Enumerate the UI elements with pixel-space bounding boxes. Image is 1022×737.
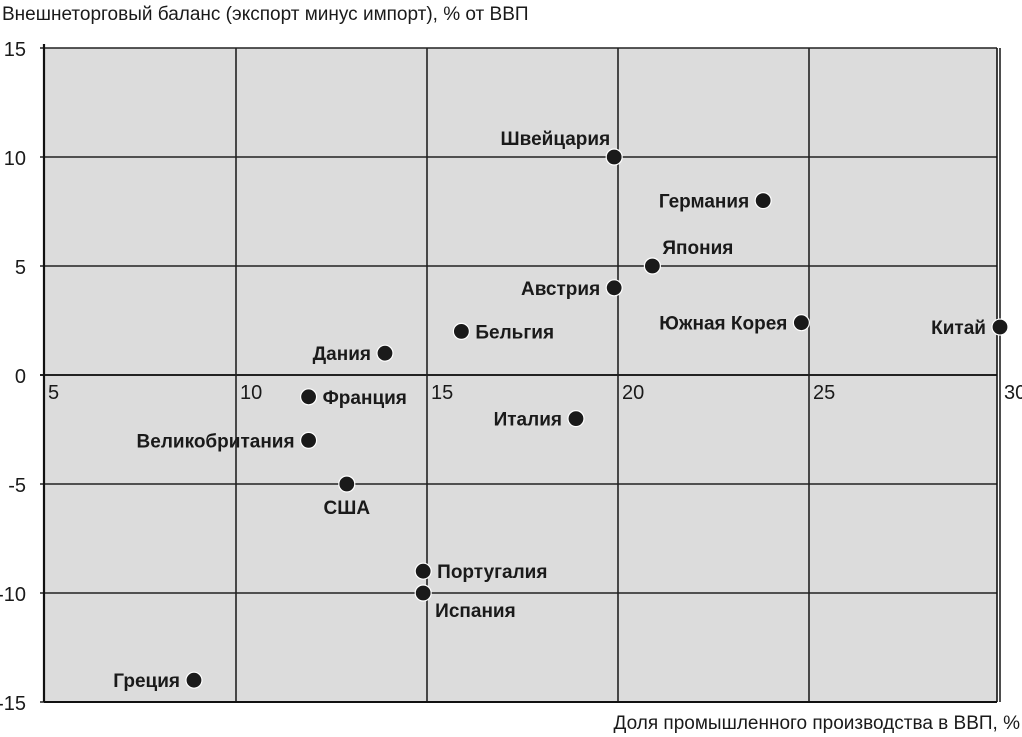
axes (42, 44, 998, 703)
y-axis-label: Внешнеторговый баланс (экспорт минус имп… (2, 4, 529, 25)
data-point (991, 318, 1009, 336)
data-point (414, 562, 432, 580)
y-tick-label: -10 (0, 584, 26, 606)
point-label: Дания (313, 344, 371, 365)
x-axis-label: Доля промышленного производства в ВВП, % (614, 713, 1021, 734)
point-label: США (324, 498, 371, 519)
data-points (185, 148, 1009, 689)
point-label: Австрия (521, 279, 600, 300)
y-tick-label: -5 (8, 475, 26, 497)
point-label: Германия (659, 192, 749, 213)
point-label: Греция (113, 671, 180, 692)
point-label: Япония (662, 238, 733, 259)
data-point (299, 431, 318, 449)
x-tick-label: 10 (240, 382, 262, 404)
point-label: Китай (931, 318, 986, 339)
x-tick-label: 20 (622, 382, 644, 404)
data-point (605, 148, 623, 166)
point-label: Испания (435, 601, 516, 622)
y-tick-label: 15 (4, 39, 26, 61)
x-tick-label: 5 (48, 382, 59, 404)
data-point (414, 584, 432, 602)
data-point (338, 475, 356, 493)
x-tick-label: 25 (813, 382, 835, 404)
point-label: Франция (323, 388, 407, 409)
y-tick-label: -15 (0, 693, 26, 715)
data-point (643, 257, 661, 275)
point-label: Португалия (437, 562, 547, 583)
point-label: Бельгия (475, 322, 554, 343)
data-point (185, 671, 203, 689)
point-label: Швейцария (501, 129, 611, 150)
y-tick-label: 5 (15, 257, 26, 279)
point-labels: Швейцария Германия Япония Австрия Южная Коре… (113, 129, 986, 692)
x-tick-label: 15 (431, 382, 453, 404)
data-point (605, 279, 623, 297)
data-point (452, 322, 470, 340)
point-label: Великобритания (137, 431, 295, 452)
x-tick-label: 30 (1004, 382, 1022, 404)
point-label: Италия (494, 410, 562, 431)
data-point (567, 410, 585, 428)
y-tick-label: 0 (15, 366, 26, 388)
data-point (299, 388, 318, 406)
y-tick-label: 10 (4, 148, 26, 170)
point-label: Южная Корея (659, 314, 787, 335)
data-point (376, 344, 394, 362)
data-point (754, 192, 772, 210)
data-point (792, 314, 810, 332)
